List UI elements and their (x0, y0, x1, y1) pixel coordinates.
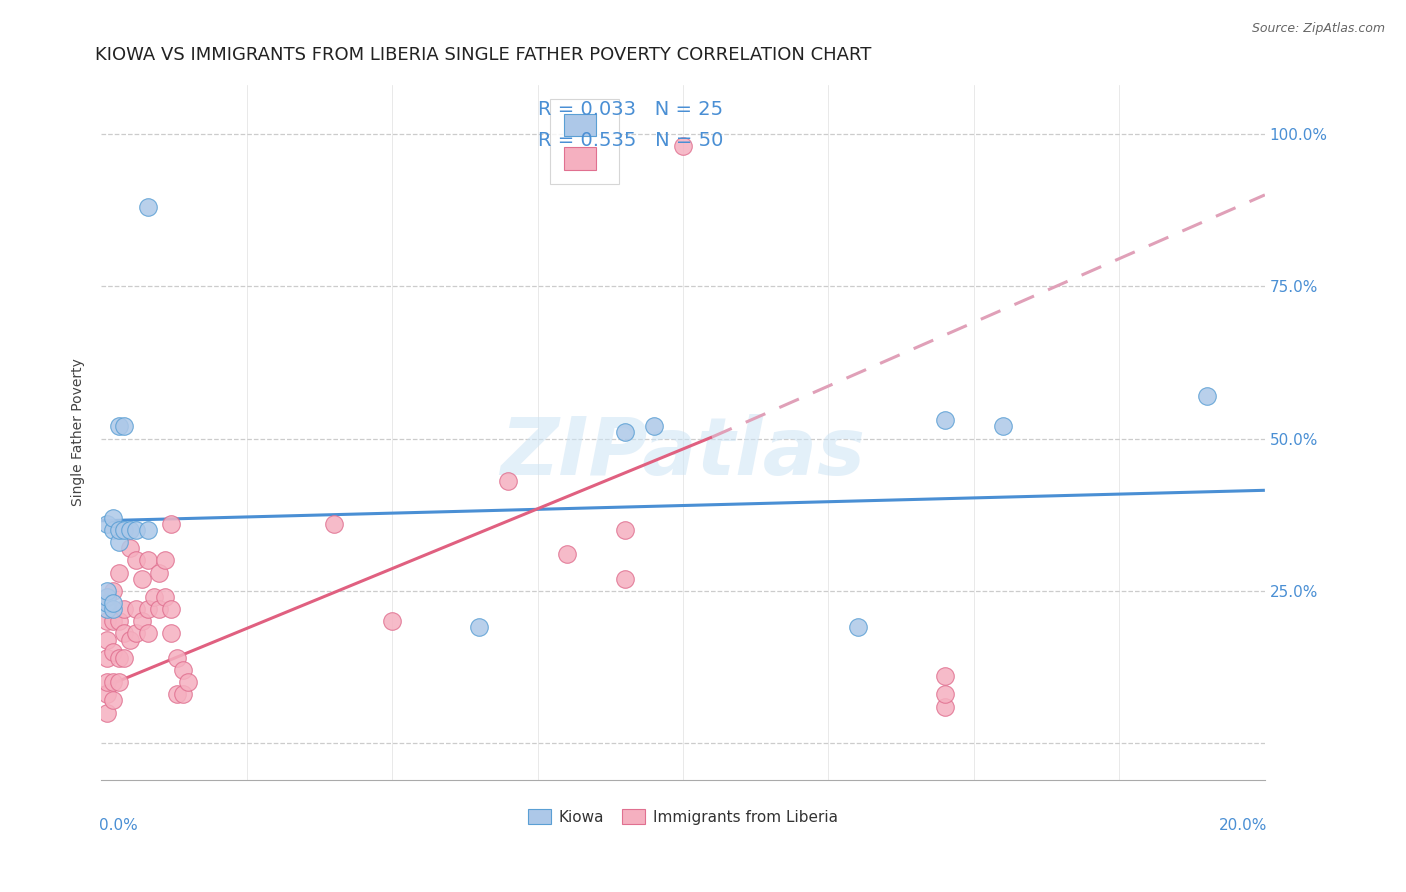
Point (96, 632, 118, 647)
Point (114, 602, 136, 616)
Point (148, 602, 170, 616)
Point (381, 614, 404, 628)
Point (114, 626, 136, 640)
Point (107, 523, 129, 537)
Point (934, 413, 956, 427)
Point (613, 572, 636, 586)
Point (120, 632, 142, 647)
Point (672, 139, 695, 153)
Point (96, 516, 118, 531)
Text: Source: ZipAtlas.com: Source: ZipAtlas.com (1251, 22, 1385, 36)
Point (613, 523, 636, 537)
Point (555, 547, 578, 561)
Point (136, 523, 159, 537)
Point (101, 675, 124, 690)
Point (166, 650, 188, 665)
Point (120, 541, 142, 556)
Point (155, 590, 177, 604)
Point (323, 516, 346, 531)
Point (155, 553, 177, 567)
Point (468, 620, 491, 634)
Point (96, 675, 118, 690)
Point (177, 675, 200, 690)
Point (131, 572, 153, 586)
Point (934, 699, 956, 714)
Point (125, 523, 148, 537)
Point (107, 614, 129, 628)
Point (107, 535, 129, 549)
Point (120, 523, 142, 537)
Point (107, 675, 129, 690)
Text: R = 0.535   N = 50: R = 0.535 N = 50 (537, 131, 723, 150)
Point (613, 425, 636, 440)
Point (101, 583, 124, 598)
Point (160, 626, 183, 640)
Text: KIOWA VS IMMIGRANTS FROM LIBERIA SINGLE FATHER POVERTY CORRELATION CHART: KIOWA VS IMMIGRANTS FROM LIBERIA SINGLE … (96, 46, 872, 64)
Point (96, 596, 118, 610)
Point (107, 650, 129, 665)
Point (96, 614, 118, 628)
Point (172, 663, 194, 677)
Point (166, 687, 188, 701)
Point (96, 583, 118, 598)
Point (101, 645, 124, 659)
Point (498, 474, 520, 488)
Text: R = 0.033   N = 25: R = 0.033 N = 25 (537, 100, 723, 119)
Point (96, 687, 118, 701)
Point (142, 590, 165, 604)
Text: 0.0%: 0.0% (98, 818, 138, 833)
Point (934, 669, 956, 683)
Point (643, 419, 665, 434)
Point (96, 650, 118, 665)
Point (107, 566, 129, 580)
Point (101, 614, 124, 628)
Point (1195, 389, 1218, 403)
Point (101, 523, 124, 537)
Point (125, 626, 148, 640)
Point (934, 687, 956, 701)
Point (101, 596, 124, 610)
Text: ZIPatlas: ZIPatlas (501, 414, 866, 492)
Point (125, 553, 148, 567)
Point (148, 566, 170, 580)
Point (96, 602, 118, 616)
Point (131, 614, 153, 628)
Y-axis label: Single Father Poverty: Single Father Poverty (72, 359, 86, 507)
Point (114, 419, 136, 434)
Point (136, 626, 159, 640)
Point (107, 419, 129, 434)
Point (846, 620, 869, 634)
Point (101, 510, 124, 524)
Point (160, 516, 183, 531)
Point (101, 693, 124, 707)
Point (136, 602, 159, 616)
Point (101, 602, 124, 616)
Point (114, 650, 136, 665)
Legend: Kiowa, Immigrants from Liberia: Kiowa, Immigrants from Liberia (522, 804, 844, 831)
Point (136, 553, 159, 567)
Text: 20.0%: 20.0% (1219, 818, 1267, 833)
Point (991, 419, 1014, 434)
Point (136, 200, 159, 214)
Point (114, 523, 136, 537)
Point (96, 590, 118, 604)
Point (96, 706, 118, 720)
Point (125, 602, 148, 616)
Point (172, 687, 194, 701)
Point (160, 602, 183, 616)
